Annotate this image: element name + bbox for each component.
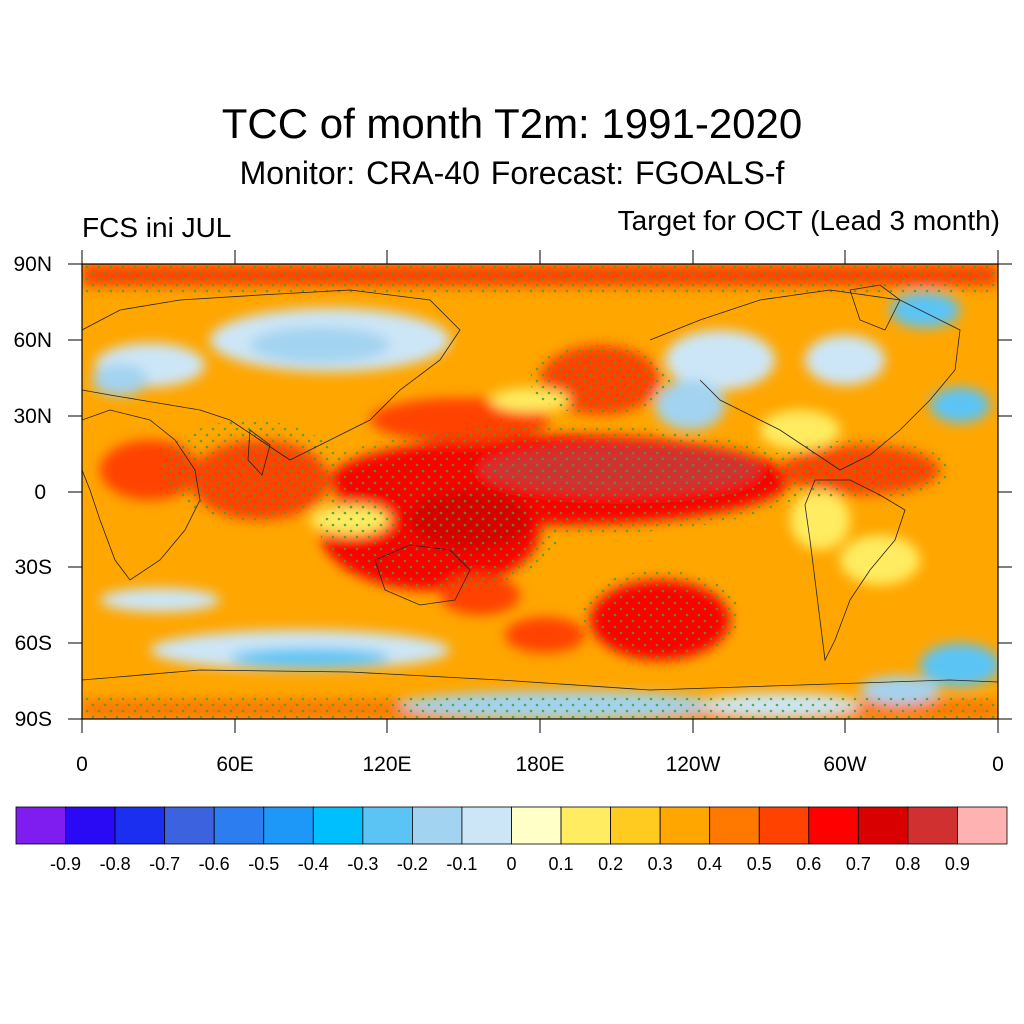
lon-tick-label: 120E bbox=[362, 753, 411, 776]
lat-tick-label: 30N bbox=[13, 405, 52, 428]
colorbar-swatch bbox=[411, 806, 463, 845]
colorbar-swatch bbox=[907, 806, 958, 845]
colorbar-label: 0.3 bbox=[648, 854, 673, 874]
lon-tick-label: 60E bbox=[216, 753, 253, 776]
coastlines bbox=[82, 284, 998, 691]
target-label: Target for OCT (Lead 3 month) bbox=[617, 205, 1000, 236]
colorbar-label: 0.4 bbox=[697, 854, 722, 874]
colorbar-swatch bbox=[263, 806, 314, 845]
initialization-label: FCS ini JUL bbox=[82, 212, 232, 243]
map-subtitle: Monitor: CRA-40 Forecast: FGOALS-f bbox=[239, 155, 785, 191]
map-title: TCC of month T2m: 1991-2020 bbox=[221, 100, 803, 147]
colorbar-swatch bbox=[610, 806, 661, 845]
colorbar-label: 0.2 bbox=[598, 854, 623, 874]
colorbar-swatch bbox=[114, 806, 166, 845]
colorbar-label: -0.1 bbox=[446, 854, 477, 874]
colorbar-swatch bbox=[511, 806, 562, 845]
colorbar-swatch bbox=[709, 806, 760, 845]
colorbar-swatch bbox=[164, 806, 215, 845]
longitude-axis: 0 60E 120E 180E 120W 60W 0 bbox=[76, 250, 1004, 776]
colorbar-label: 0.9 bbox=[945, 854, 970, 874]
colorbar-label: -0.3 bbox=[347, 854, 378, 874]
colorbar-swatch bbox=[15, 806, 66, 845]
lat-tick-label: 90S bbox=[15, 708, 52, 731]
colorbar-label: 0.6 bbox=[796, 854, 821, 874]
colorbar-swatch bbox=[758, 806, 810, 845]
colorbar-label: -0.4 bbox=[298, 854, 329, 874]
colorbar-swatch bbox=[808, 806, 859, 845]
colorbar-swatch bbox=[65, 806, 116, 845]
colorbar-label: -0.7 bbox=[149, 854, 180, 874]
colorbar-label: -0.5 bbox=[248, 854, 279, 874]
lon-tick-label: 180E bbox=[515, 753, 564, 776]
colorbar-label: -0.8 bbox=[100, 854, 131, 874]
colorbar-label: -0.2 bbox=[397, 854, 428, 874]
colorbar-label: 0.1 bbox=[549, 854, 574, 874]
colorbar-label: 0.8 bbox=[895, 854, 920, 874]
lon-tick-label: 0 bbox=[992, 753, 1004, 776]
lat-tick-label: 90N bbox=[13, 253, 52, 276]
colorbar-swatch bbox=[560, 806, 611, 845]
lat-tick-label: 60S bbox=[15, 632, 52, 655]
colorbar-label: -0.9 bbox=[50, 854, 81, 874]
colorbar-swatch bbox=[362, 806, 413, 845]
colorbar-swatch bbox=[857, 806, 909, 845]
lon-tick-label: 60W bbox=[823, 753, 866, 776]
colorbar-swatch bbox=[659, 806, 711, 845]
lat-tick-label: 60N bbox=[13, 329, 52, 352]
lat-tick-label: 0 bbox=[34, 481, 46, 504]
colorbar-label: 0.5 bbox=[747, 854, 772, 874]
colorbar-swatch bbox=[213, 806, 265, 845]
colorbar-swatch bbox=[957, 806, 1008, 845]
correlation-field bbox=[82, 264, 998, 719]
latitude-axis: 90N 60N 30N 0 30S 60S 90S bbox=[13, 253, 1012, 731]
lon-tick-label: 0 bbox=[76, 753, 88, 776]
colorbar-label: 0 bbox=[506, 854, 516, 874]
colorbar: -0.9 -0.8 -0.7 -0.6 -0.5 -0.4 -0.3 -0.2 -0.1 0 0.1… bbox=[15, 806, 1008, 874]
colorbar-swatch bbox=[461, 806, 512, 845]
colorbar-label: -0.6 bbox=[199, 854, 230, 874]
lat-tick-label: 30S bbox=[15, 556, 52, 579]
colorbar-swatch bbox=[312, 806, 364, 845]
lon-tick-label: 120W bbox=[666, 753, 721, 776]
colorbar-label: 0.7 bbox=[846, 854, 871, 874]
